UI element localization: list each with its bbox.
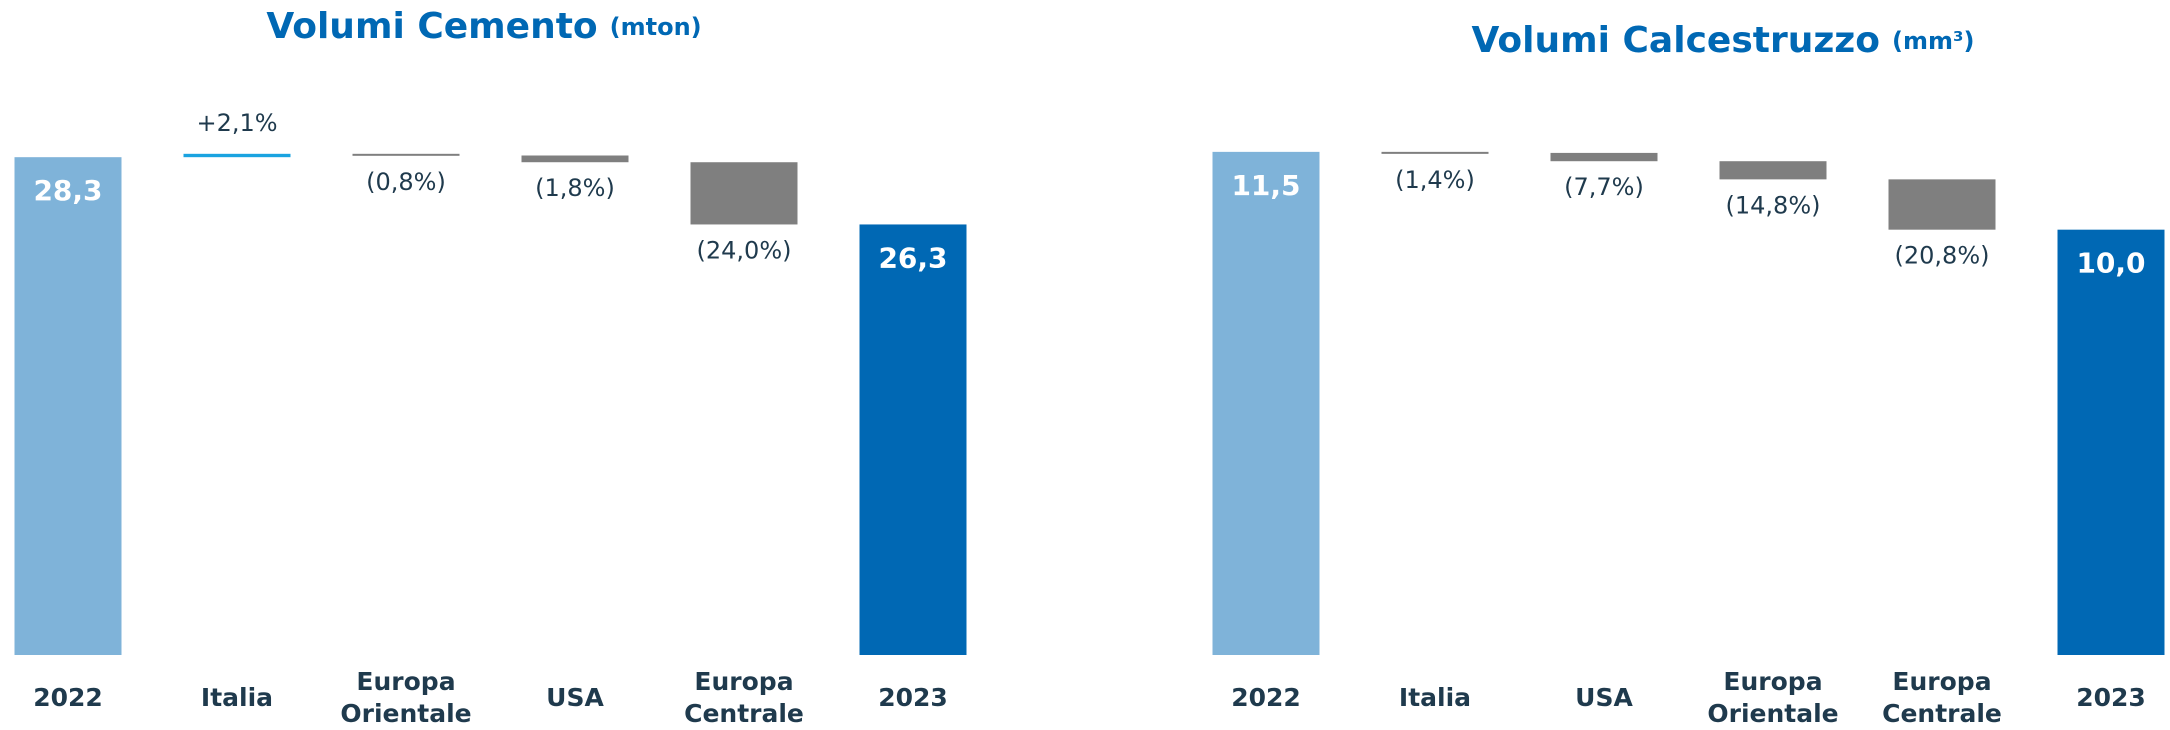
total-label: 11,5 [1231,169,1300,202]
bar [690,162,798,225]
category-label: USA [1575,683,1633,712]
bar [1381,151,1489,154]
change-label: (1,8%) [535,174,615,202]
bar [859,224,967,656]
bar [1212,151,1320,656]
change-label: +2,1% [196,109,277,137]
change-label: (1,4%) [1395,166,1475,194]
chart-title: Volumi Calcestruzzo (mm³) [1472,20,1975,61]
chart-title: Volumi Cemento (mton) [266,6,701,47]
change-label: (24,0%) [697,236,792,264]
category-label: USA [546,683,604,712]
bar [1719,161,1827,180]
change-label: (20,8%) [1895,242,1990,270]
category-label: 2022 [33,683,103,712]
bar [2057,229,2165,655]
bar [352,153,460,156]
category-label: Italia [1399,683,1471,712]
bar [521,155,629,163]
change-label: (7,7%) [1564,173,1644,201]
bar [1888,179,1996,230]
chart: Volumi Cemento (mton) 28,3 2022 +2,1% Italia (… [14,6,967,728]
title-text: Volumi Cemento [266,6,597,47]
chart: Volumi Calcestruzzo (mm³) 11,5 2022 (1,4%) It… [1212,20,2165,728]
subtitle: (mm³) [1892,27,1974,55]
category-label: Europa Centrale [1882,667,2002,728]
category-label: Europa Orientale [340,667,471,728]
bar [14,157,122,655]
category-label: 2023 [878,683,948,712]
change-label: (14,8%) [1726,191,1821,219]
total-label: 26,3 [878,241,947,274]
total-label: 10,0 [2076,247,2145,280]
change-label: (0,8%) [366,168,446,196]
bar [183,153,291,158]
category-label: Italia [201,683,273,712]
category-label: 2023 [2076,683,2146,712]
bar [1550,152,1658,162]
title-text: Volumi Calcestruzzo [1472,20,1880,61]
category-label: Europa Centrale [684,667,804,728]
total-label: 28,3 [33,174,102,207]
category-label: 2022 [1231,683,1301,712]
category-label: Europa Orientale [1707,667,1838,728]
subtitle: (mton) [610,13,702,41]
